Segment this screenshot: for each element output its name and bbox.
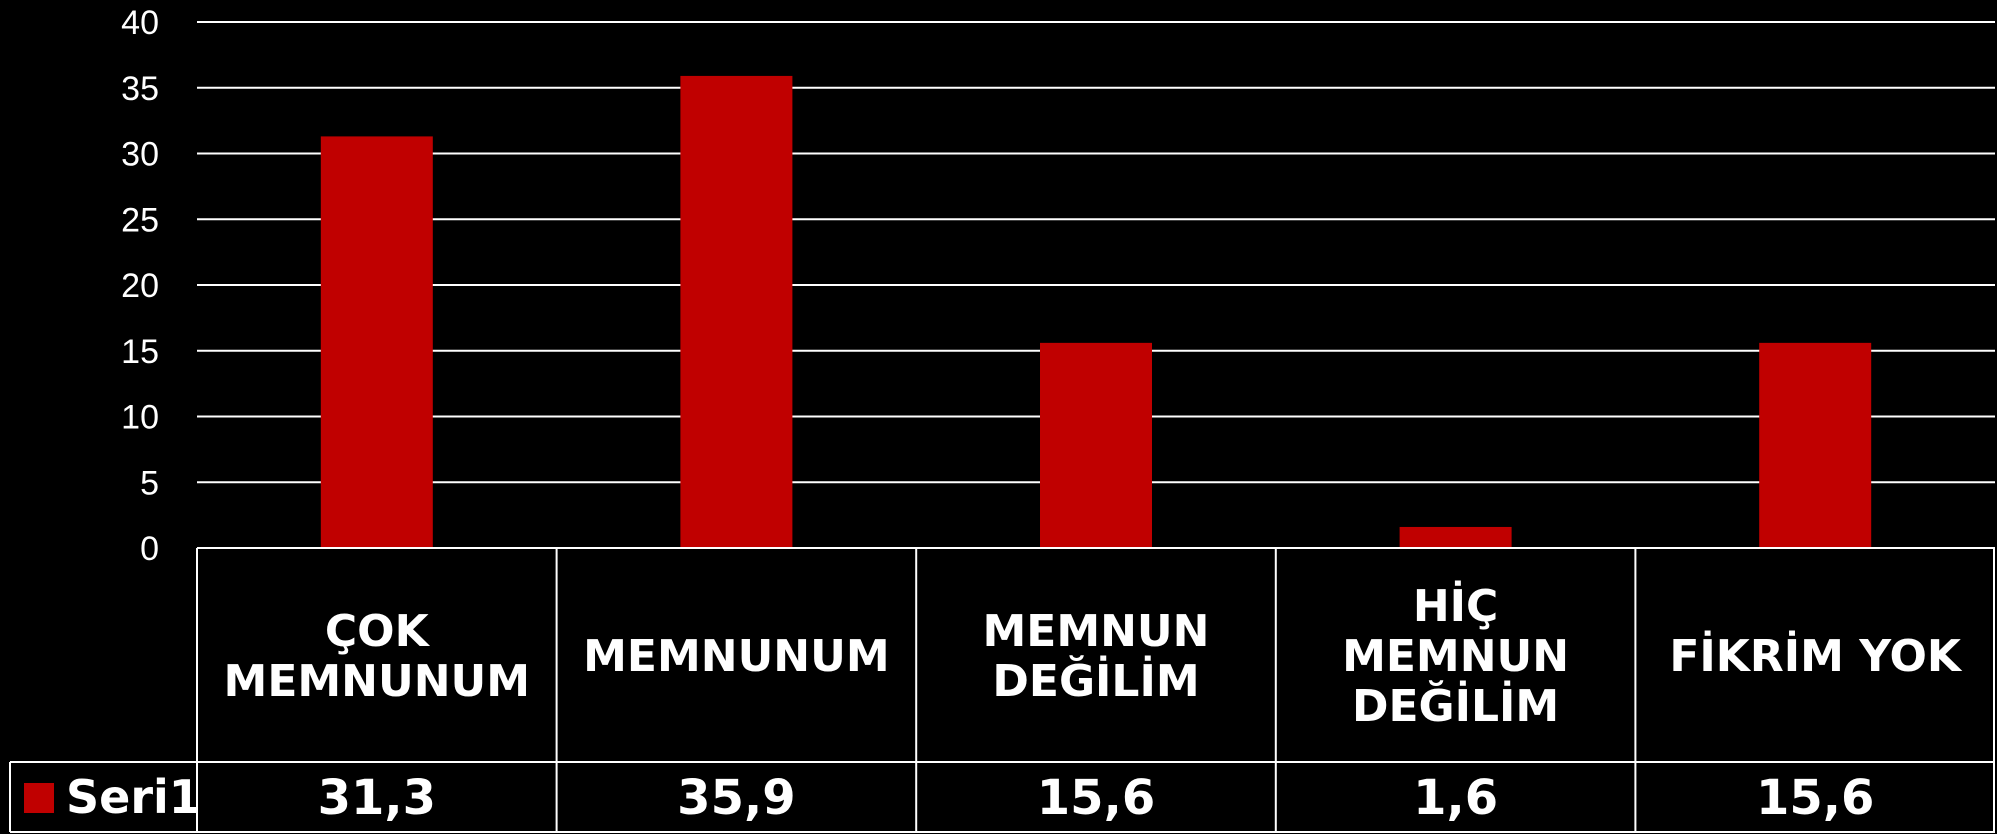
value-label: 31,3 xyxy=(318,770,436,826)
category-label: DEĞİLİM xyxy=(1352,679,1559,732)
category-label: MEMNUNUM xyxy=(583,631,890,682)
bar xyxy=(320,136,433,548)
value-label: 15,6 xyxy=(1037,770,1155,826)
y-tick-label: 35 xyxy=(121,70,159,108)
bar xyxy=(1040,342,1152,548)
category-label: MEMNUNUM xyxy=(224,656,531,707)
value-label: 15,6 xyxy=(1756,770,1874,826)
y-tick-label: 30 xyxy=(121,136,159,174)
bars xyxy=(320,75,1872,548)
value-label: 35,9 xyxy=(677,770,795,826)
legend-swatch xyxy=(24,783,54,813)
category-label: DEĞİLİM xyxy=(992,654,1199,707)
y-tick-label: 0 xyxy=(140,530,159,568)
legend-series-name: Seri1 xyxy=(66,770,201,824)
bar xyxy=(680,75,793,548)
category-label: HİÇ xyxy=(1413,579,1499,632)
category-label: MEMNUN xyxy=(1342,631,1569,682)
bar xyxy=(1759,342,1872,548)
category-label: MEMNUN xyxy=(982,606,1209,657)
bar xyxy=(1399,526,1512,548)
category-label: ÇOK xyxy=(325,606,431,657)
category-label: FİKRİM YOK xyxy=(1669,629,1963,682)
y-tick-label: 10 xyxy=(121,399,159,437)
y-tick-label: 5 xyxy=(140,464,159,502)
y-axis-ticks: 0 5 10 15 20 25 30 35 40 xyxy=(121,4,159,568)
y-tick-label: 15 xyxy=(121,333,159,371)
y-tick-label: 20 xyxy=(121,267,159,305)
y-tick-label: 25 xyxy=(121,201,159,239)
value-label: 1,6 xyxy=(1413,770,1498,826)
y-tick-label: 40 xyxy=(121,4,159,42)
